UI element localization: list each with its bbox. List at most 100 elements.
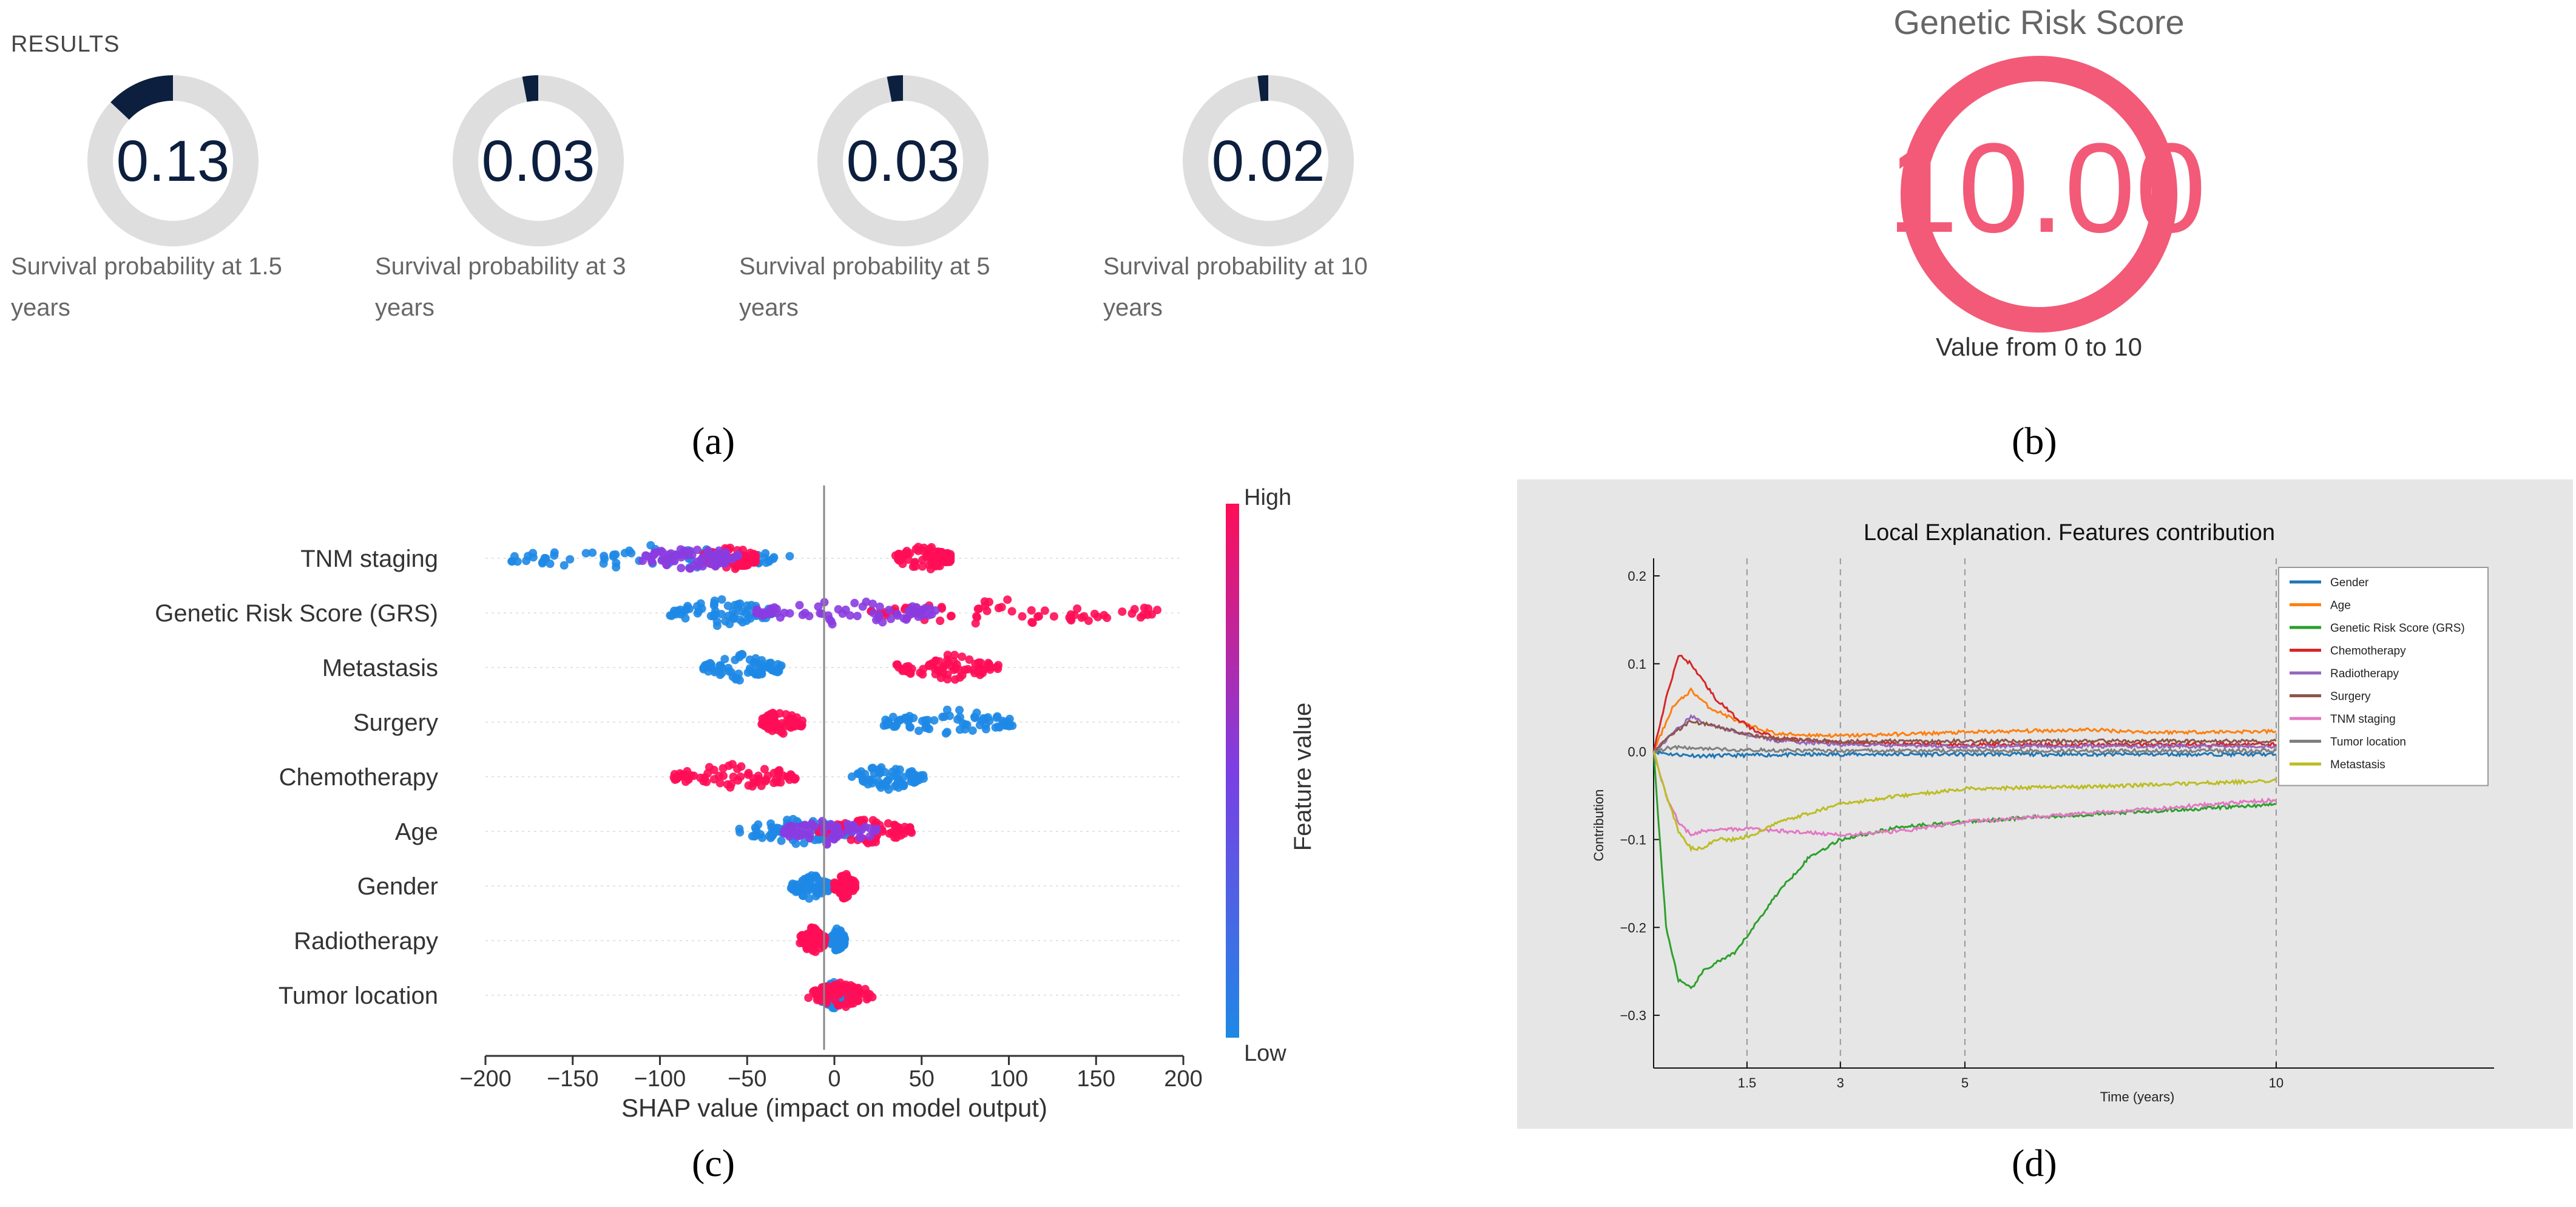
shap-dot — [941, 729, 950, 738]
shap-dot — [906, 610, 915, 619]
line-y-tick-label: −0.1 — [1620, 832, 1646, 847]
shap-x-tick-label: 50 — [909, 1066, 935, 1092]
shap-dot — [1080, 612, 1089, 621]
shap-dot — [903, 826, 912, 835]
shap-dot — [703, 769, 712, 778]
shap-dot — [899, 780, 908, 789]
shap-dot — [729, 614, 738, 623]
gauge-value: 0.03 — [847, 129, 960, 194]
panel-label-b: (b) — [2012, 419, 2057, 462]
shap-dot — [940, 712, 949, 722]
shap-dot — [802, 943, 811, 952]
shap-dot — [677, 553, 686, 562]
shap-dot — [860, 985, 870, 994]
shap-dot — [685, 564, 694, 573]
shap-dot — [1027, 618, 1036, 627]
shap-dot — [973, 613, 982, 622]
legend-entry-label: Surgery — [2330, 691, 2371, 703]
shap-dot — [828, 620, 837, 629]
shap-dot — [893, 611, 902, 620]
shap-dot — [646, 541, 655, 550]
shap-dot — [820, 934, 830, 943]
legend-entry-label: TNM staging — [2330, 713, 2396, 726]
shap-dot — [776, 662, 785, 671]
shap-dot — [704, 667, 713, 676]
shap-dot — [895, 765, 904, 774]
line-y-tick-label: −0.3 — [1620, 1008, 1646, 1023]
shap-dot — [836, 926, 845, 935]
shap-dot — [1007, 607, 1016, 616]
shap-x-tick-label: 0 — [828, 1066, 840, 1092]
shap-dot — [802, 937, 811, 946]
shap-dot — [845, 611, 854, 620]
gauge-caption: Survival probability at 3 years — [375, 246, 691, 328]
shap-dot — [997, 603, 1006, 612]
panel-label-d: (d) — [2012, 1141, 2057, 1185]
series-line-age — [1652, 687, 2277, 753]
shap-feature-label: Tumor location — [279, 982, 438, 1009]
shap-dot — [964, 664, 973, 674]
shap-dot — [720, 655, 729, 664]
shap-dot — [546, 560, 555, 569]
shap-dot — [711, 610, 720, 619]
shap-dot — [680, 546, 689, 555]
shap-dot — [890, 782, 899, 791]
shap-dot — [786, 723, 796, 732]
shap-dot — [762, 775, 771, 784]
shap-dot — [991, 723, 1000, 732]
shap-dot — [796, 939, 805, 948]
shap-dot — [800, 609, 810, 618]
shap-dot — [609, 552, 618, 561]
shap-dot — [712, 621, 722, 631]
shap-dot — [743, 601, 752, 610]
shap-dot — [1100, 610, 1109, 620]
shap-dot — [698, 559, 707, 568]
shap-dot — [955, 706, 964, 715]
shap-dot — [721, 617, 730, 626]
shap-dot — [1143, 610, 1152, 620]
shap-dot — [769, 553, 779, 562]
shap-feature-label: Genetic Risk Score (GRS) — [155, 600, 438, 627]
shap-dot — [738, 650, 747, 659]
shap-dot — [922, 551, 931, 560]
shap-dot — [888, 712, 898, 722]
panel-label-c: (c) — [692, 1141, 735, 1185]
shap-dot — [919, 543, 928, 552]
shap-dot — [974, 668, 983, 677]
gauge-5-years: 0.03 — [815, 73, 991, 249]
gauge-fill — [522, 75, 539, 102]
shap-colorbar — [1226, 504, 1239, 1038]
gauge-1-5-years: 0.13 — [85, 73, 261, 249]
shap-dot — [670, 556, 679, 566]
shap-dot — [1118, 607, 1127, 616]
shap-feature-label: Metastasis — [322, 655, 438, 681]
legend-entry-label: Radiotherapy — [2330, 668, 2399, 680]
shap-dot — [816, 609, 825, 618]
shap-dot — [894, 556, 904, 565]
shap-dot — [811, 925, 820, 934]
shap-dot — [734, 550, 743, 560]
shap-dot — [868, 600, 877, 609]
shap-dot — [764, 725, 773, 734]
shap-dot — [804, 993, 813, 1002]
gauge-value: 0.03 — [482, 129, 595, 194]
results-title: RESULTS — [11, 32, 120, 57]
shap-dot — [922, 721, 931, 730]
shap-dot — [834, 990, 843, 999]
shap-dot — [833, 945, 842, 954]
shap-dot — [905, 712, 914, 721]
shap-dot — [760, 765, 769, 774]
shap-dot — [875, 602, 884, 611]
shap-dot — [894, 550, 904, 559]
shap-dot — [678, 608, 687, 617]
shap-dot — [850, 990, 859, 999]
line-x-tick-label: 3 — [1837, 1075, 1844, 1090]
legend-entry-label: Metastasis — [2330, 759, 2385, 771]
gauge-value: 0.02 — [1212, 129, 1325, 194]
shap-dot — [785, 832, 794, 841]
grs-value: 10.00 — [1887, 117, 2206, 259]
shap-dot — [743, 668, 752, 677]
line-y-tick-label: 0.1 — [1628, 657, 1646, 672]
shap-dot — [961, 720, 970, 729]
shap-dot — [884, 606, 893, 615]
